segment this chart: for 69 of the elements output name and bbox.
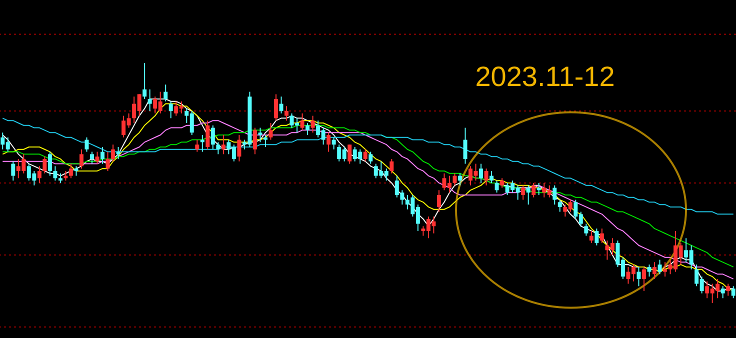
candlestick xyxy=(279,96,284,114)
chart-title: 2023.11-12 xyxy=(475,61,615,92)
candlestick xyxy=(284,106,289,122)
candlestick xyxy=(594,228,599,246)
candlestick xyxy=(552,184,557,206)
candlestick xyxy=(720,286,725,299)
candlestick xyxy=(558,199,562,212)
candlestick xyxy=(195,139,200,152)
candlestick xyxy=(458,172,462,186)
candlestick xyxy=(652,262,657,280)
candlestick xyxy=(58,172,62,184)
candlestick xyxy=(216,142,220,155)
candlestick xyxy=(237,134,242,162)
candlestick xyxy=(142,62,147,100)
candlestick xyxy=(221,134,226,155)
candlestick xyxy=(526,184,530,206)
candlestick xyxy=(111,144,116,162)
candlestick xyxy=(663,262,668,278)
candlestick xyxy=(494,180,499,194)
candlestick xyxy=(390,158,394,174)
candlestick xyxy=(368,151,373,164)
candlestick xyxy=(206,120,210,150)
candlestick xyxy=(463,127,468,164)
candlestick xyxy=(84,136,89,152)
candlestick xyxy=(584,223,588,236)
candlestick xyxy=(48,151,52,176)
candlestick xyxy=(79,148,84,170)
candlestick xyxy=(148,88,152,112)
candlestick xyxy=(452,172,457,186)
candlestick xyxy=(532,182,536,198)
candlestick xyxy=(42,156,47,174)
candlestick xyxy=(168,100,173,119)
candlestick xyxy=(600,228,604,244)
candlestick xyxy=(310,115,315,134)
candlestick xyxy=(68,163,73,179)
candlestick xyxy=(500,178,504,188)
candlestick xyxy=(658,259,662,275)
candlestick xyxy=(521,184,526,200)
candlestick xyxy=(731,286,736,299)
candlestick xyxy=(11,160,16,182)
candlestick xyxy=(252,127,257,155)
candlestick xyxy=(106,151,110,172)
candlestick xyxy=(479,163,484,184)
candlestick xyxy=(263,134,268,148)
candlestick xyxy=(95,151,100,164)
candlestick xyxy=(164,84,168,102)
candlestick xyxy=(90,151,94,164)
candlestick xyxy=(726,283,730,296)
candlestick xyxy=(300,112,304,131)
candlestick xyxy=(53,166,58,182)
candlestick xyxy=(210,124,215,150)
candlestick xyxy=(274,94,278,122)
candlestick xyxy=(348,144,352,164)
candlestick xyxy=(100,146,105,164)
candlestick xyxy=(636,266,641,287)
candlestick xyxy=(74,166,78,176)
candlestick xyxy=(363,148,368,162)
candlestick xyxy=(326,132,331,152)
candlestick xyxy=(490,170,494,184)
candlestick xyxy=(642,266,646,292)
candlestick xyxy=(647,264,652,278)
candlestick xyxy=(306,122,310,136)
candlestick xyxy=(37,166,42,184)
candlestick xyxy=(436,190,441,212)
candlestick xyxy=(258,127,262,143)
candlestick xyxy=(589,230,594,244)
candlestick xyxy=(484,168,488,186)
candlestick xyxy=(268,122,273,140)
candlestick xyxy=(332,136,336,150)
